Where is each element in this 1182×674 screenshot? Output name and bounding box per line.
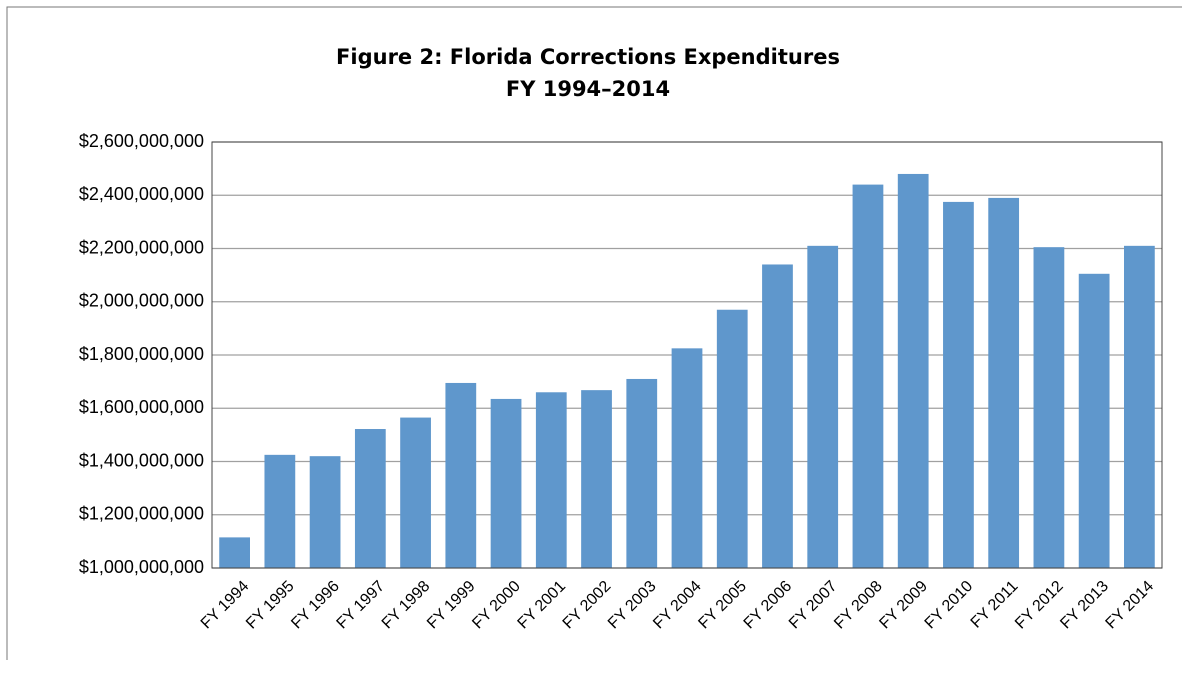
x-tick-label: FY 1994 — [198, 578, 253, 633]
bar — [219, 537, 250, 568]
bar — [1078, 273, 1110, 568]
y-tick-label: $1,600,000,000 — [79, 397, 204, 417]
x-tick-label: FY 2007 — [786, 578, 841, 633]
bar — [897, 173, 929, 568]
y-tick-label: $1,800,000,000 — [79, 344, 204, 364]
bar — [1124, 245, 1155, 568]
bar — [535, 392, 567, 568]
plot-border — [211, 141, 1163, 569]
bar — [490, 398, 522, 568]
bar — [400, 417, 431, 568]
x-tick-label: FY 1995 — [243, 578, 298, 633]
y-tick-label: $2,000,000,000 — [79, 291, 204, 311]
y-tick-label: $1,200,000,000 — [79, 504, 204, 524]
bar — [581, 390, 612, 568]
chart-title: Figure 2: Florida Corrections Expenditur… — [336, 45, 840, 69]
y-tick-label: $1,000,000,000 — [79, 557, 204, 577]
x-tick-label: FY 2013 — [1057, 578, 1112, 633]
x-tick-label: FY 2009 — [876, 578, 931, 633]
x-tick-label: FY 1997 — [334, 578, 389, 633]
x-tick-label: FY 2012 — [1012, 578, 1067, 633]
chart-subtitle: FY 1994–2014 — [506, 77, 670, 101]
bar — [852, 184, 884, 568]
x-tick-label: FY 2006 — [741, 578, 796, 633]
bar — [309, 456, 341, 568]
y-tick-label: $2,600,000,000 — [79, 131, 204, 151]
y-tick-label: $1,400,000,000 — [79, 450, 204, 470]
bar — [988, 197, 1020, 568]
bar — [264, 454, 296, 568]
x-tick-label: FY 2000 — [469, 578, 524, 633]
x-tick-label: FY 2005 — [695, 578, 750, 633]
y-tick-label: $2,400,000,000 — [79, 184, 204, 204]
bar — [671, 348, 703, 568]
x-tick-label: FY 2010 — [922, 578, 977, 633]
bar — [807, 245, 839, 568]
bar — [626, 378, 658, 568]
bar — [1033, 247, 1065, 568]
bar — [445, 382, 477, 568]
x-tick-label: FY 2003 — [605, 578, 660, 633]
bar — [943, 201, 974, 568]
bar — [716, 309, 748, 568]
x-tick-label: FY 2004 — [650, 578, 705, 633]
x-tick-label: FY 2008 — [831, 578, 886, 633]
bar — [762, 264, 793, 568]
y-tick-label: $2,200,000,000 — [79, 237, 204, 257]
x-tick-label: FY 1998 — [379, 578, 434, 633]
x-tick-label: FY 2002 — [560, 578, 615, 633]
frame — [6, 6, 1182, 660]
x-tick-label: FY 2014 — [1103, 578, 1158, 633]
x-tick-label: FY 2011 — [968, 578, 1022, 632]
x-tick-label: FY 2001 — [515, 578, 570, 633]
x-tick-label: FY 1999 — [424, 578, 479, 633]
x-tick-label: FY 1996 — [288, 578, 343, 633]
bar — [354, 429, 386, 568]
